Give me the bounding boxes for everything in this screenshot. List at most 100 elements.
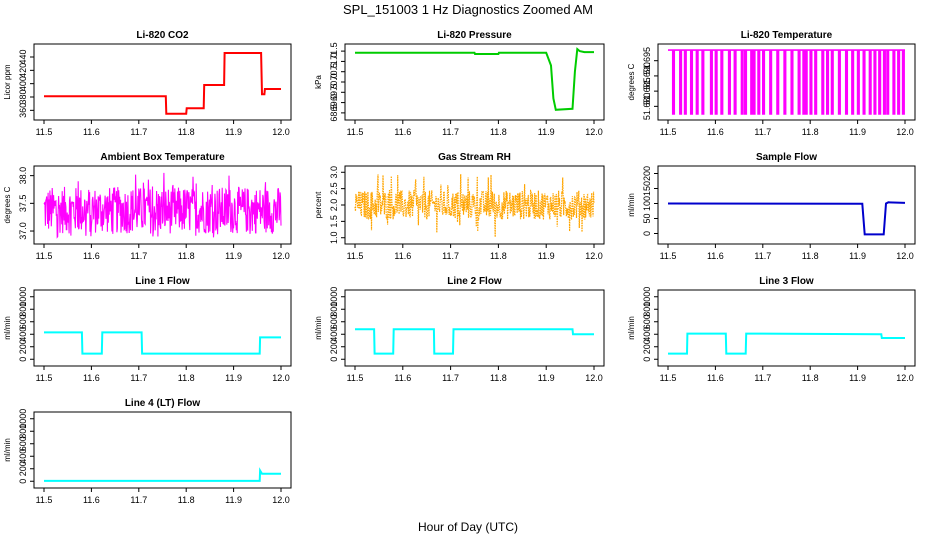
y-tick-label: 150 <box>642 181 652 196</box>
x-tick-label: 11.5 <box>347 373 364 383</box>
data-layer <box>355 328 594 355</box>
x-tick-label: 12.0 <box>896 251 914 261</box>
x-tick-label: 12.0 <box>585 251 603 261</box>
x-tick-label: 11.8 <box>490 251 507 261</box>
y-tick-label: 200 <box>642 339 652 354</box>
y-tick-label: 37.5 <box>18 195 28 213</box>
y-tick-label: 440 <box>18 49 28 64</box>
x-tick-label: 11.8 <box>802 251 819 261</box>
x-tick-label: 11.5 <box>660 127 677 137</box>
panel-title: Line 4 (LT) Flow <box>125 398 201 409</box>
y-tick-label: 0 <box>642 357 652 362</box>
x-tick-label: 11.7 <box>442 127 459 137</box>
x-tick-label: 11.9 <box>849 251 866 261</box>
plot-frame <box>657 43 916 121</box>
y-axis-label: degrees C <box>3 186 12 223</box>
x-tick-label: 11.8 <box>802 373 819 383</box>
y-tick-label: 70.0 <box>329 73 339 91</box>
panel-2: Li-820 Temperature degrees C 11.5 11.6 11.7 1… <box>627 30 916 137</box>
panel-5: Sample Flow ml/min 11.5 11.6 11.7 11.8 11.9 12.… <box>627 152 916 261</box>
y-axis-label: ml/min <box>627 316 636 340</box>
x-tick-label: 11.6 <box>707 373 724 383</box>
x-tick-label: 11.6 <box>83 251 100 261</box>
y-tick-label: 400 <box>18 76 28 91</box>
plot-frame <box>33 411 292 489</box>
y-tick-label: 400 <box>18 449 28 464</box>
x-tick-label: 12.0 <box>585 127 603 137</box>
data-layer <box>355 47 594 111</box>
data-layer <box>668 49 905 115</box>
panel-title: Line 3 Flow <box>759 276 814 287</box>
x-tick-label: 11.5 <box>36 251 53 261</box>
data-layer <box>668 332 905 355</box>
y-tick-label: 0 <box>329 357 339 362</box>
data-layer <box>44 331 281 355</box>
y-tick-label: 600 <box>329 314 339 329</box>
y-axis-label: degrees C <box>627 63 636 100</box>
x-tick-label: 12.0 <box>272 251 290 261</box>
y-tick-label: 0 <box>642 231 652 236</box>
y-tick-label: 69.5 <box>329 84 339 102</box>
y-tick-label: 0 <box>18 357 28 362</box>
x-tick-label: 11.7 <box>754 373 771 383</box>
x-tick-label: 12.0 <box>585 373 603 383</box>
y-axis-label: ml/min <box>627 193 636 217</box>
data-layer <box>667 201 906 236</box>
y-tick-label: 2.5 <box>329 182 339 195</box>
y-tick-label: 420 <box>18 63 28 78</box>
series-line <box>668 49 905 115</box>
y-tick-label: 200 <box>18 461 28 476</box>
x-tick-label: 11.5 <box>36 495 53 505</box>
x-tick-label: 12.0 <box>272 127 290 137</box>
panel-7: Line 2 Flow ml/min 11.5 11.6 11.7 11.8 11.9 12.… <box>314 276 605 383</box>
x-tick-label: 11.9 <box>849 373 866 383</box>
x-tick-label: 11.8 <box>178 127 195 137</box>
y-tick-label: 800 <box>329 302 339 317</box>
y-tick-label: 800 <box>642 302 652 317</box>
x-tick-label: 11.6 <box>83 127 100 137</box>
panel-3: Ambient Box Temperature degrees C 11.5 11.6… <box>3 152 292 261</box>
x-tick-label: 11.6 <box>707 251 724 261</box>
y-tick-label: 51.685 <box>642 77 652 105</box>
series-line <box>667 201 906 236</box>
panel-title: Li-820 CO2 <box>136 30 189 41</box>
series-line <box>355 47 594 111</box>
y-axis-label: ml/min <box>3 316 12 340</box>
x-tick-label: 11.7 <box>442 251 459 261</box>
data-layer <box>44 52 281 115</box>
y-tick-label: 37.0 <box>18 222 28 240</box>
x-tick-label: 11.8 <box>178 495 195 505</box>
y-axis-label: ml/min <box>3 438 12 462</box>
x-tick-label: 11.6 <box>707 127 724 137</box>
x-tick-label: 11.6 <box>394 127 411 137</box>
panels: Li-820 CO2 Licor ppm 11.5 11.6 11.7 11.8 11.9 1… <box>3 30 916 505</box>
x-tick-label: 11.8 <box>490 127 507 137</box>
y-tick-label: 70.5 <box>329 63 339 81</box>
x-tick-label: 11.7 <box>130 373 147 383</box>
y-tick-label: 200 <box>18 339 28 354</box>
panel-0: Li-820 CO2 Licor ppm 11.5 11.6 11.7 11.8 11.9 1… <box>3 30 292 137</box>
series-line <box>354 174 595 238</box>
x-tick-label: 11.8 <box>178 373 195 383</box>
panel-title: Ambient Box Temperature <box>100 152 225 163</box>
y-axis-label: ml/min <box>314 316 323 340</box>
y-axis-label: Licor ppm <box>3 64 12 99</box>
y-tick-label: 3.0 <box>329 166 339 179</box>
y-tick-label: 800 <box>18 302 28 317</box>
panel-6: Line 1 Flow ml/min 11.5 11.6 11.7 11.8 11.9 12.… <box>3 276 292 383</box>
x-tick-label: 11.7 <box>130 251 147 261</box>
plot-frame <box>344 289 605 367</box>
x-tick-label: 12.0 <box>896 373 914 383</box>
y-tick-label: 71.5 <box>329 42 339 60</box>
panel-title: Gas Stream RH <box>438 152 511 163</box>
x-tick-label: 11.7 <box>130 495 147 505</box>
y-tick-label: 1000 <box>329 287 339 307</box>
data-layer <box>43 172 282 239</box>
x-tick-label: 11.9 <box>225 495 242 505</box>
x-tick-label: 12.0 <box>896 127 914 137</box>
x-tick-label: 11.8 <box>490 373 507 383</box>
y-axis-label: kPa <box>314 75 323 89</box>
x-tick-label: 11.6 <box>394 373 411 383</box>
x-tick-label: 11.9 <box>225 127 242 137</box>
y-tick-label: 1000 <box>18 287 28 307</box>
